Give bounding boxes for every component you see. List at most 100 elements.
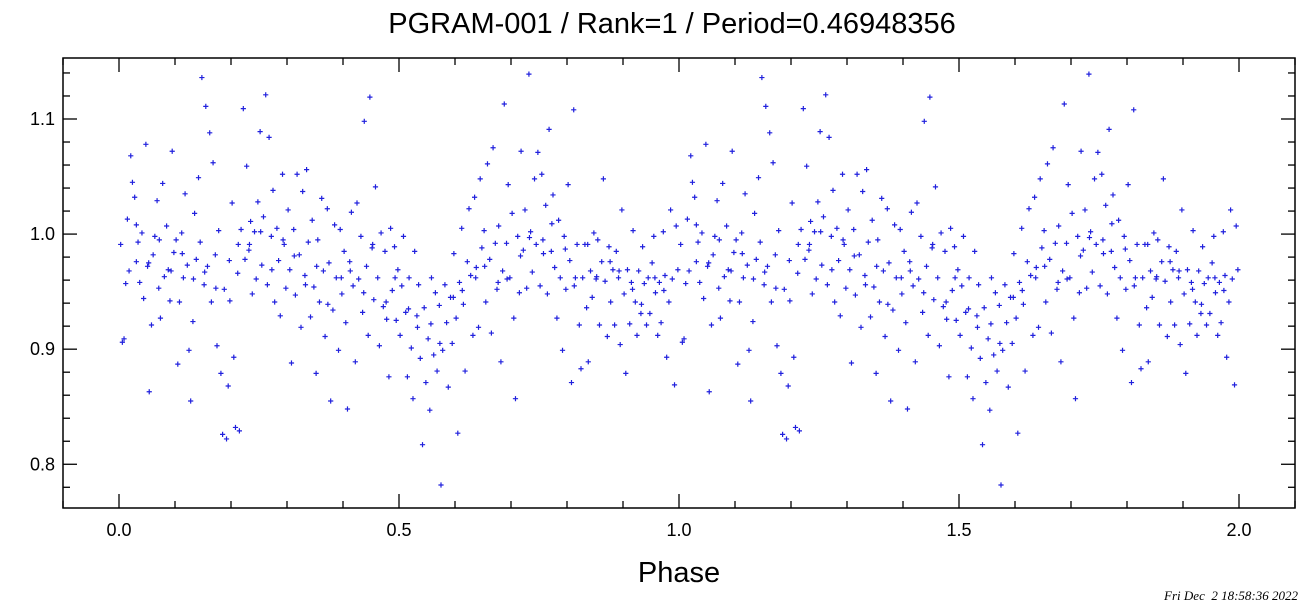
axis-ticks <box>62 58 1296 508</box>
data-point <box>316 299 323 305</box>
data-point <box>1047 256 1053 263</box>
data-point <box>750 276 757 282</box>
data-point <box>589 294 595 300</box>
data-point <box>1076 290 1082 296</box>
data-point <box>459 225 465 231</box>
data-point <box>1004 320 1010 326</box>
data-point <box>1112 264 1118 271</box>
data-point <box>789 200 795 206</box>
data-point <box>434 368 440 374</box>
data-point <box>1108 248 1114 254</box>
data-point <box>977 355 983 361</box>
data-point <box>186 347 192 353</box>
data-point <box>739 251 745 257</box>
data-point <box>695 239 701 245</box>
data-point <box>1002 282 1008 288</box>
data-point <box>1033 275 1039 281</box>
data-point <box>1183 370 1189 376</box>
data-point <box>617 341 623 348</box>
data-point <box>132 194 138 200</box>
data-point <box>851 253 857 259</box>
data-point <box>197 239 203 245</box>
data-point <box>1042 263 1048 269</box>
data-point <box>755 175 762 181</box>
data-point <box>1231 382 1238 388</box>
data-point <box>388 225 394 231</box>
data-point <box>152 233 158 239</box>
data-point <box>225 383 231 389</box>
data-point <box>135 239 141 245</box>
data-point <box>795 241 801 248</box>
data-point <box>314 263 320 269</box>
data-point <box>641 280 647 287</box>
data-point <box>574 241 580 248</box>
data-point <box>543 202 549 208</box>
data-point <box>946 374 952 380</box>
data-point <box>1136 322 1142 328</box>
data-point <box>1184 267 1191 273</box>
data-point <box>539 171 545 177</box>
data-point <box>921 118 927 124</box>
data-point <box>561 233 567 239</box>
data-point <box>184 262 190 268</box>
data-point <box>1189 286 1196 292</box>
data-point <box>874 263 880 269</box>
data-point <box>800 106 806 112</box>
data-point <box>269 267 275 273</box>
data-point <box>1218 320 1224 326</box>
data-point <box>1145 359 1151 365</box>
data-point <box>1176 268 1182 274</box>
data-point <box>1022 368 1028 374</box>
data-point <box>456 279 463 286</box>
data-point <box>397 332 403 338</box>
data-point <box>752 210 758 216</box>
data-point <box>994 368 1000 374</box>
data-point <box>144 263 151 269</box>
data-point <box>930 241 936 248</box>
data-point <box>298 324 304 330</box>
data-point <box>367 94 373 100</box>
data-point <box>416 282 422 288</box>
data-point <box>182 191 188 197</box>
data-point <box>864 167 870 173</box>
data-point <box>451 251 457 257</box>
data-point <box>128 153 134 159</box>
data-point <box>1015 430 1021 436</box>
data-point <box>658 320 664 326</box>
data-point <box>192 210 198 216</box>
data-point <box>1173 248 1179 254</box>
data-point <box>852 292 858 298</box>
data-point <box>432 290 438 296</box>
data-point <box>325 301 331 307</box>
data-point <box>893 275 899 281</box>
data-point <box>495 279 501 286</box>
data-point <box>428 321 434 327</box>
data-point <box>305 239 311 245</box>
data-point <box>1010 294 1016 300</box>
data-point <box>1131 283 1137 289</box>
data-point <box>240 106 246 112</box>
x-tick-label: 0.5 <box>386 520 411 540</box>
data-point <box>139 230 145 236</box>
data-point <box>246 247 252 253</box>
data-point <box>727 298 733 304</box>
data-point <box>647 310 653 317</box>
data-point <box>190 318 196 325</box>
data-point <box>361 290 367 296</box>
data-point <box>563 286 569 292</box>
data-point <box>190 276 197 282</box>
data-point <box>692 194 698 200</box>
data-point <box>750 318 756 325</box>
data-point <box>1220 229 1226 235</box>
data-point <box>836 257 842 264</box>
data-point <box>761 282 767 288</box>
data-point <box>347 259 353 265</box>
data-point <box>684 216 690 222</box>
data-point <box>720 180 726 187</box>
data-point <box>759 74 765 81</box>
data-point <box>414 324 421 330</box>
data-point <box>335 347 342 353</box>
x-tick-label: 1.5 <box>946 520 971 540</box>
data-point <box>604 333 610 340</box>
